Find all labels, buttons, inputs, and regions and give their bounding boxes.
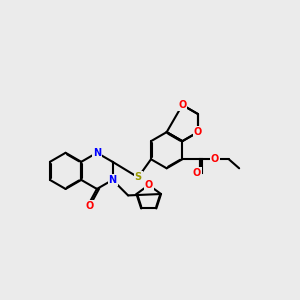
Text: O: O bbox=[178, 100, 187, 110]
Text: N: N bbox=[93, 148, 101, 158]
Text: O: O bbox=[194, 127, 202, 137]
Text: O: O bbox=[85, 201, 93, 211]
Text: O: O bbox=[145, 180, 153, 190]
Text: O: O bbox=[211, 154, 219, 164]
Text: O: O bbox=[192, 169, 201, 178]
Text: S: S bbox=[134, 172, 142, 182]
Text: N: N bbox=[109, 175, 117, 185]
